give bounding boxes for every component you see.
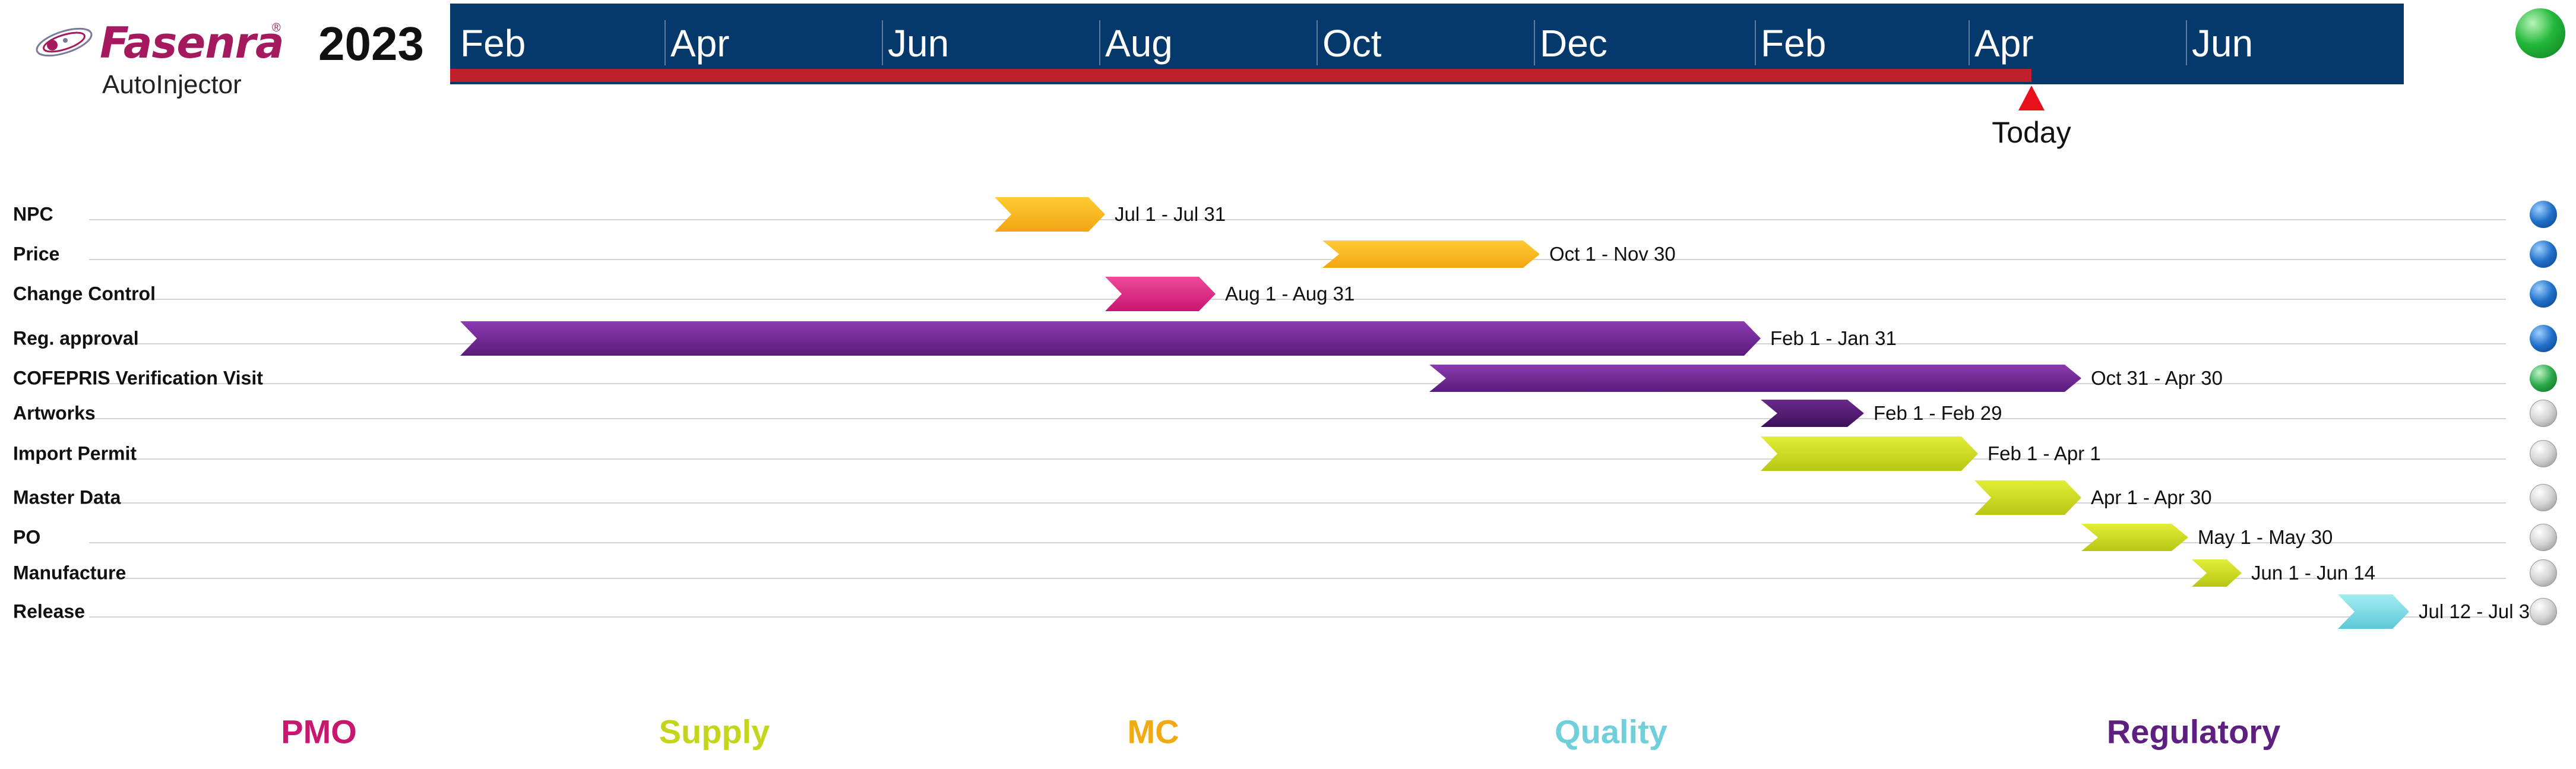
brand-subtitle: AutoInjector [102,70,242,99]
month-divider [1755,20,1756,65]
status-dot-icon [2530,559,2557,587]
task-bar[interactable] [2081,524,2188,551]
month-divider [2186,20,2187,65]
month-tick-label: Jun [888,22,950,65]
task-bar[interactable] [2192,559,2242,587]
month-tick-label: Aug [1105,22,1173,65]
month-tick-label: Apr [1974,22,2034,65]
row-gridline [89,219,2506,220]
task-date-label: Aug 1 - Aug 31 [1225,283,1355,305]
year-label: 2023 [318,17,424,70]
status-dot-icon [2530,440,2557,467]
month-tick-label: Feb [460,22,526,65]
task-date-label: Jul 12 - Jul 31 [2419,600,2541,622]
brand-logo: Fasenra ® AutoInjector [24,13,285,102]
month-divider [1534,20,1535,65]
month-divider [882,20,883,65]
status-dot-icon [2530,484,2557,511]
task-date-label: Apr 1 - Apr 30 [2091,486,2212,508]
task-label: Artworks [13,402,96,424]
row-gridline [89,502,2506,504]
month-tick-label: Dec [1540,22,1607,65]
legend-item: Supply [659,713,770,751]
task-bar[interactable] [1105,277,1216,311]
task-label: PO [13,526,41,548]
task-date-label: Feb 1 - Jan 31 [1770,327,1897,349]
task-bar[interactable] [995,197,1105,232]
row-gridline [89,616,2506,618]
legend-item: MC [1127,713,1179,751]
task-label: Reg. approval [13,327,139,349]
task-label: COFEPRIS Verification Visit [13,367,263,389]
task-label: Master Data [13,486,121,508]
task-date-label: Oct 1 - Nov 30 [1549,243,1676,265]
status-dot-icon [2530,280,2557,308]
task-bar[interactable] [1761,400,1864,427]
legend-item: PMO [281,713,357,751]
task-label: NPC [13,203,53,225]
today-marker-icon [2018,86,2045,110]
task-bar[interactable] [2338,594,2409,629]
task-bar[interactable] [1974,480,2081,515]
task-date-label: May 1 - May 30 [2198,526,2333,548]
row-gridline [89,458,2506,460]
row-gridline [89,542,2506,543]
brand-registered-mark: ® [272,21,281,34]
task-bar[interactable] [460,321,1761,356]
status-dot-icon [2530,400,2557,427]
month-divider [1099,20,1100,65]
row-gridline [89,383,2506,384]
status-dot-icon [2530,598,2557,625]
task-date-label: Feb 1 - Apr 1 [1988,442,2101,464]
task-label: Price [13,243,60,265]
task-bar[interactable] [1429,365,2081,392]
task-label: Manufacture [13,562,126,584]
swirl-logo-icon [36,27,93,57]
task-label: Import Permit [13,442,137,464]
month-divider [1969,20,1970,65]
status-dot-icon [2530,240,2557,268]
task-label: Release [13,600,85,622]
month-divider [664,20,666,65]
status-dot-icon [2530,524,2557,551]
month-tick-label: Feb [1761,22,1827,65]
month-divider [1317,20,1318,65]
month-tick-label: Oct [1322,22,1382,65]
task-date-label: Jun 1 - Jun 14 [2251,562,2376,584]
overall-status-icon [2515,8,2565,58]
status-dot-icon [2530,365,2557,392]
task-bar[interactable] [1761,436,1978,471]
today-label: Today [1992,116,2071,149]
row-gridline [89,259,2506,260]
brand-name: Fasenra [100,18,284,68]
row-gridline [89,299,2506,300]
status-dot-icon [2530,201,2557,228]
progress-bar [450,69,2031,82]
legend-item: Regulatory [2106,713,2281,751]
task-date-label: Jul 1 - Jul 31 [1115,203,1226,225]
row-gridline [89,578,2506,579]
status-dot-icon [2530,325,2557,352]
row-gridline [89,418,2506,419]
task-bar[interactable] [1322,240,1540,268]
task-label: Change Control [13,283,156,305]
task-date-label: Feb 1 - Feb 29 [1874,402,2002,424]
month-tick-label: Jun [2192,22,2254,65]
legend-item: Quality [1555,713,1667,751]
month-tick-label: Apr [670,22,730,65]
task-date-label: Oct 31 - Apr 30 [2091,367,2223,389]
